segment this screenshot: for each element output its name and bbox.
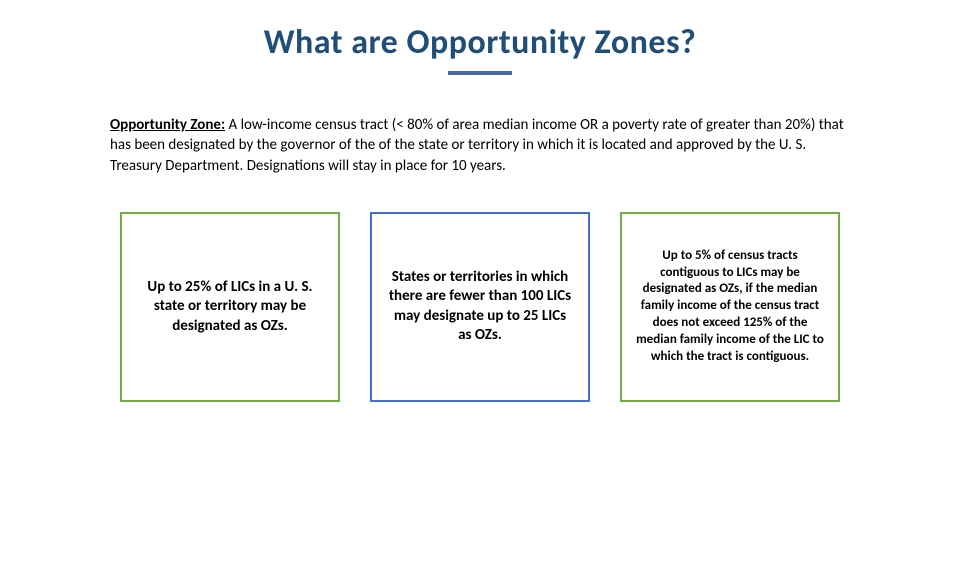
info-box-3: Up to 5% of census tracts contiguous to …: [620, 212, 840, 402]
title-underline: [448, 71, 512, 75]
info-box-2: States or territories in which there are…: [370, 212, 590, 402]
definition-label: Opportunity Zone:: [110, 116, 225, 134]
definition-paragraph: Opportunity Zone: A low-income census tr…: [110, 115, 850, 176]
info-box-1: Up to 25% of LICs in a U. S. state or te…: [120, 212, 340, 402]
info-boxes-row: Up to 25% of LICs in a U. S. state or te…: [0, 212, 960, 402]
page-title: What are Opportunity Zones?: [0, 22, 960, 63]
